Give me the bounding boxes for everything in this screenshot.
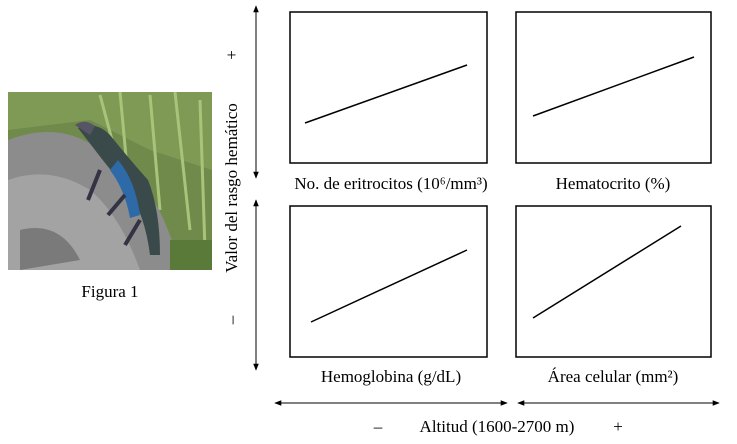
- y-plus: +: [222, 50, 241, 60]
- photo: [8, 92, 212, 270]
- panel-label: Hematocrito (%): [556, 174, 671, 193]
- trend-line: [304, 64, 468, 124]
- panel-label: No. de eritrocitos (10⁶/mm³): [294, 174, 487, 193]
- panel-label: Hemoglobina (g/dL): [321, 367, 461, 386]
- panel-frame: [515, 205, 712, 358]
- panel-frame: [289, 205, 488, 358]
- panel-frame: [289, 11, 488, 164]
- trend-line: [310, 249, 468, 323]
- x-axis-label: Altitud (1600-2700 m): [420, 417, 575, 436]
- figure-caption: Figura 1: [81, 282, 138, 301]
- panel-label: Área celular (mm²): [548, 367, 679, 386]
- y-minus: –: [222, 315, 241, 325]
- y-axis-label: Valor del rasgo hemático: [222, 103, 241, 272]
- trend-line: [532, 56, 695, 117]
- panel-frame: [515, 11, 712, 164]
- x-minus: –: [373, 417, 383, 436]
- x-plus: +: [613, 417, 623, 436]
- trend-line: [532, 225, 682, 319]
